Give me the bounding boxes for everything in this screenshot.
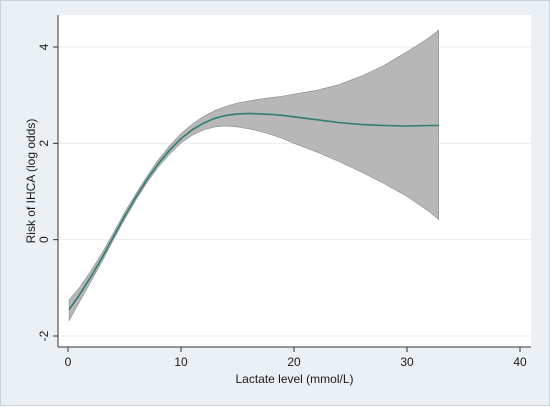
y-tick-label-0: 0 <box>37 236 51 243</box>
tick-marks <box>53 46 521 352</box>
y-axis-title: Risk of IHCA (log odds) <box>24 119 38 244</box>
tick-labels: 0 10 20 30 40 -2 0 2 4 <box>37 43 527 369</box>
y-tick-label-4: 4 <box>37 43 51 50</box>
confidence-band <box>68 29 439 322</box>
x-tick-label-10: 10 <box>174 355 188 369</box>
y-tick-label-2: 2 <box>37 140 51 147</box>
plot-area <box>58 15 531 347</box>
x-tick-label-30: 30 <box>400 355 414 369</box>
x-tick-label-0: 0 <box>65 355 72 369</box>
x-tick-label-20: 20 <box>287 355 301 369</box>
x-axis-title: Lactate level (mmol/L) <box>235 372 353 386</box>
x-tick-label-40: 40 <box>513 355 527 369</box>
fitted-line <box>68 112 439 310</box>
y-tick-label--2: -2 <box>37 330 51 341</box>
